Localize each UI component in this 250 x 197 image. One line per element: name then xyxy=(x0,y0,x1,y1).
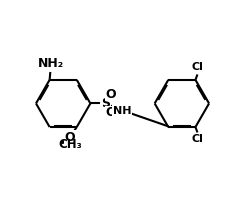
Text: O: O xyxy=(64,131,75,144)
Text: Cl: Cl xyxy=(192,62,204,72)
Text: O: O xyxy=(106,106,117,119)
Text: S: S xyxy=(101,97,110,110)
Text: O: O xyxy=(106,87,117,100)
Text: NH₂: NH₂ xyxy=(38,57,64,70)
Text: NH: NH xyxy=(112,106,131,116)
Text: CH₃: CH₃ xyxy=(59,138,82,151)
Text: Cl: Cl xyxy=(192,134,204,144)
